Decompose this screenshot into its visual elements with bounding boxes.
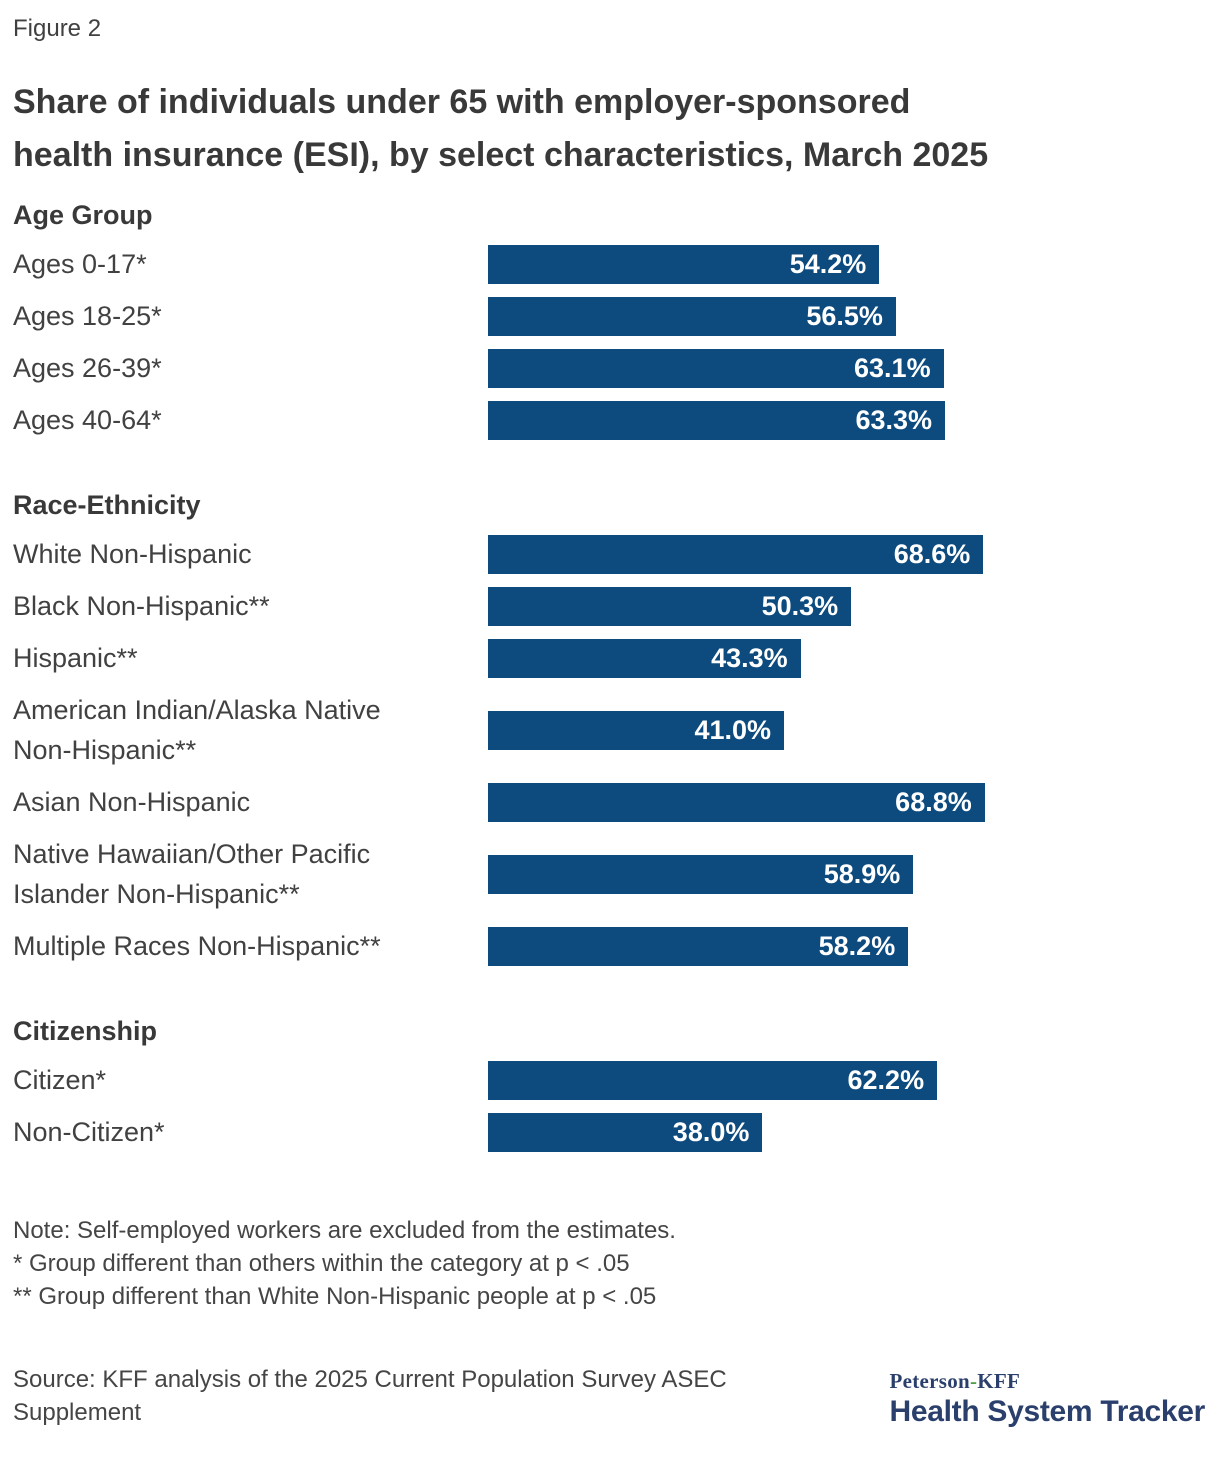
value-bar: 58.9% xyxy=(488,854,914,894)
chart-row: Ages 0-17* 54.2% xyxy=(13,244,1207,284)
chart-row: Ages 40-64* 63.3% xyxy=(13,400,1207,440)
value-bar: 63.3% xyxy=(488,400,946,440)
bar-value-label: 68.6% xyxy=(893,538,971,569)
section-age-group: Age Group Ages 0-17* 54.2% Ages 18-25* 5… xyxy=(13,198,1207,440)
bar-value-label: 56.5% xyxy=(806,300,883,331)
chart-row: Hispanic** 43.3% xyxy=(13,638,1207,678)
title-line-2: health insurance (ESI), by select charac… xyxy=(13,136,989,174)
bar-value-label: 62.2% xyxy=(847,1064,925,1095)
page-title: Share of individuals under 65 with emplo… xyxy=(13,76,1207,182)
bar-value-label: 50.3% xyxy=(761,590,839,621)
bar-track: 54.2% xyxy=(488,244,1210,284)
bar-track: 68.8% xyxy=(488,782,1210,822)
chart-page: Figure 2 Share of individuals under 65 w… xyxy=(13,15,1207,1429)
chart-row: Multiple Races Non-Hispanic** 58.2% xyxy=(13,926,1207,966)
category-label: Ages 18-25* xyxy=(13,301,162,331)
bar-track: 62.2% xyxy=(488,1060,1210,1100)
category-label: Asian Non-Hispanic xyxy=(13,787,251,817)
category-label: Black Non-Hispanic** xyxy=(13,591,270,621)
note-line: ** Group different than White Non-Hispan… xyxy=(13,1283,657,1310)
brand-name-suffix: KFF xyxy=(977,1369,1021,1393)
brand-name-prefix: Peterson xyxy=(889,1369,970,1393)
bar-track: 58.9% xyxy=(488,854,1210,894)
bar-track: 50.3% xyxy=(488,586,1210,626)
category-label: Ages 0-17* xyxy=(13,249,147,279)
bar-track: 68.6% xyxy=(488,534,1210,574)
bar-value-label: 41.0% xyxy=(694,714,772,745)
chart-row: Citizen* 62.2% xyxy=(13,1060,1207,1100)
category-label: Hispanic** xyxy=(13,643,138,673)
section-header-age-group: Age Group xyxy=(13,200,153,230)
chart-row: White Non-Hispanic 68.6% xyxy=(13,534,1207,574)
bar-value-label: 63.1% xyxy=(854,352,931,383)
bar-value-label: 68.8% xyxy=(895,786,972,817)
brand-logo: Peterson-KFF Health System Tracker xyxy=(889,1363,1207,1429)
value-bar: 38.0% xyxy=(488,1112,763,1152)
footer: Source: KFF analysis of the 2025 Current… xyxy=(13,1363,1207,1429)
value-bar: 43.3% xyxy=(488,638,801,678)
chart-row: Ages 26-39* 63.1% xyxy=(13,348,1207,388)
value-bar: 63.1% xyxy=(488,348,944,388)
bar-track: 38.0% xyxy=(488,1112,1210,1152)
source-text: Source: KFF analysis of the 2025 Current… xyxy=(13,1366,727,1426)
value-bar: 54.2% xyxy=(488,244,880,284)
notes: Note: Self-employed workers are excluded… xyxy=(13,1214,1207,1313)
bar-value-label: 58.9% xyxy=(823,858,901,889)
figure-label: Figure 2 xyxy=(13,15,102,42)
category-label: Non-Citizen* xyxy=(13,1117,165,1147)
brand-product-name: Health System Tracker xyxy=(889,1395,1205,1428)
bar-value-label: 54.2% xyxy=(789,248,867,279)
bar-track: 63.1% xyxy=(488,348,1210,388)
value-bar: 50.3% xyxy=(488,586,852,626)
category-label: Multiple Races Non-Hispanic** xyxy=(13,931,381,961)
chart-row: Ages 18-25* 56.5% xyxy=(13,296,1207,336)
bar-track: 56.5% xyxy=(488,296,1210,336)
category-label: Ages 40-64* xyxy=(13,405,162,435)
category-label: Ages 26-39* xyxy=(13,353,162,383)
bar-value-label: 43.3% xyxy=(711,642,788,673)
value-bar: 68.8% xyxy=(488,782,985,822)
note-line: Note: Self-employed workers are excluded… xyxy=(13,1217,676,1244)
brand-logo-wordmark: Peterson-KFF xyxy=(889,1369,1205,1394)
category-label: White Non-Hispanic xyxy=(13,539,252,569)
bar-track: 41.0% xyxy=(488,710,1210,750)
chart-row: Black Non-Hispanic** 50.3% xyxy=(13,586,1207,626)
note-line: * Group different than others within the… xyxy=(13,1250,630,1277)
section-race-ethnicity: Race-Ethnicity White Non-Hispanic 68.6% … xyxy=(13,488,1207,966)
bar-value-label: 38.0% xyxy=(672,1116,750,1147)
value-bar: 62.2% xyxy=(488,1060,938,1100)
chart-row: American Indian/Alaska Native Non-Hispan… xyxy=(13,690,1207,770)
bar-value-label: 58.2% xyxy=(818,930,896,961)
value-bar: 41.0% xyxy=(488,710,785,750)
bar-track: 58.2% xyxy=(488,926,1210,966)
title-line-1: Share of individuals under 65 with emplo… xyxy=(13,83,911,121)
section-citizenship: Citizenship Citizen* 62.2% Non-Citizen* … xyxy=(13,1014,1207,1152)
value-bar: 56.5% xyxy=(488,296,896,336)
section-header-race-ethnicity: Race-Ethnicity xyxy=(13,490,201,520)
category-label: Native Hawaiian/Other Pacific Islander N… xyxy=(13,839,371,909)
chart-row: Asian Non-Hispanic 68.8% xyxy=(13,782,1207,822)
bar-value-label: 63.3% xyxy=(855,404,933,435)
section-header-citizenship: Citizenship xyxy=(13,1016,158,1046)
category-label: Citizen* xyxy=(13,1065,107,1095)
brand-name-separator: - xyxy=(970,1369,978,1393)
bar-track: 43.3% xyxy=(488,638,1210,678)
chart-row: Non-Citizen* 38.0% xyxy=(13,1112,1207,1152)
chart-row: Native Hawaiian/Other Pacific Islander N… xyxy=(13,834,1207,914)
category-label: American Indian/Alaska Native Non-Hispan… xyxy=(13,695,381,765)
value-bar: 58.2% xyxy=(488,926,909,966)
value-bar: 68.6% xyxy=(488,534,984,574)
bar-track: 63.3% xyxy=(488,400,1210,440)
